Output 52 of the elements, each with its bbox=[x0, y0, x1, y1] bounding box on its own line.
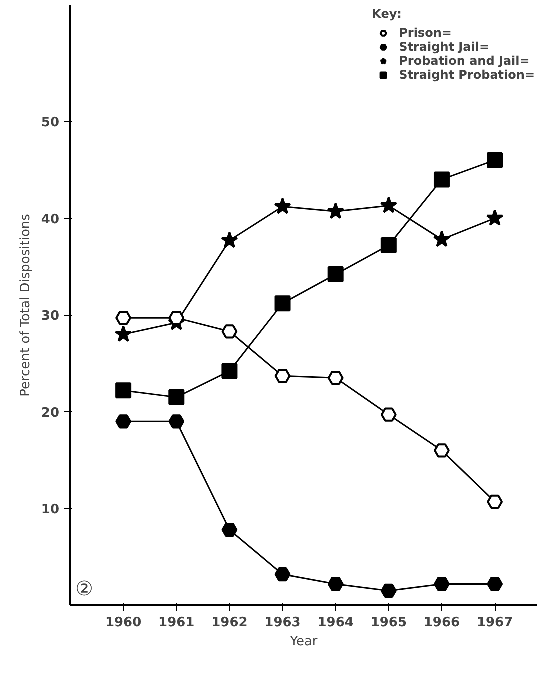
point bbox=[487, 152, 504, 168]
point bbox=[168, 414, 185, 429]
point bbox=[487, 494, 504, 510]
legend-label: Straight Jail= bbox=[399, 40, 490, 54]
y-tick-label: 40 bbox=[41, 212, 60, 228]
x-tick-label: 1963 bbox=[264, 616, 301, 630]
point bbox=[487, 577, 504, 592]
y-tick-label: 10 bbox=[41, 502, 60, 518]
point bbox=[116, 382, 132, 399]
point bbox=[222, 522, 238, 538]
legend-label: Straight Probation= bbox=[399, 68, 535, 82]
point bbox=[486, 209, 504, 226]
x-tick-label: 1960 bbox=[105, 616, 142, 630]
legend-title: Key: bbox=[372, 7, 403, 21]
point bbox=[433, 230, 451, 248]
point bbox=[434, 577, 450, 592]
point bbox=[327, 202, 344, 220]
point bbox=[328, 266, 344, 283]
annotation: ② bbox=[76, 576, 94, 600]
point bbox=[328, 577, 344, 592]
point bbox=[274, 198, 292, 214]
x-tick-label: 1961 bbox=[158, 616, 195, 630]
point bbox=[114, 326, 132, 342]
point bbox=[168, 311, 185, 326]
y-tick-label: 50 bbox=[41, 116, 60, 131]
x-tick-label: 1962 bbox=[212, 616, 248, 630]
point bbox=[380, 196, 398, 214]
legend-label: Probation and Jail= bbox=[399, 54, 530, 68]
point bbox=[434, 444, 450, 458]
point bbox=[222, 324, 238, 339]
x-tick-label: 1965 bbox=[370, 616, 408, 630]
x-tick-label: 1967 bbox=[476, 616, 514, 630]
legend-label: Prison= bbox=[399, 26, 452, 40]
point bbox=[380, 584, 397, 598]
x-tick-label: 1964 bbox=[318, 616, 354, 630]
point bbox=[116, 311, 132, 326]
y-tick-label: 20 bbox=[41, 406, 60, 421]
point bbox=[221, 232, 238, 248]
y-axis-title: Percent of Total Dispositions bbox=[18, 214, 34, 397]
point bbox=[328, 371, 344, 386]
point bbox=[274, 369, 291, 384]
y-tick-label: 30 bbox=[41, 309, 60, 324]
x-tick-label: 1966 bbox=[424, 616, 460, 630]
point bbox=[274, 296, 291, 312]
x-axis-title: Year bbox=[289, 634, 318, 650]
point bbox=[116, 414, 132, 429]
point bbox=[168, 389, 185, 406]
point bbox=[274, 567, 291, 582]
point bbox=[434, 172, 450, 188]
point bbox=[380, 238, 397, 254]
point bbox=[380, 408, 397, 422]
point bbox=[222, 363, 238, 380]
